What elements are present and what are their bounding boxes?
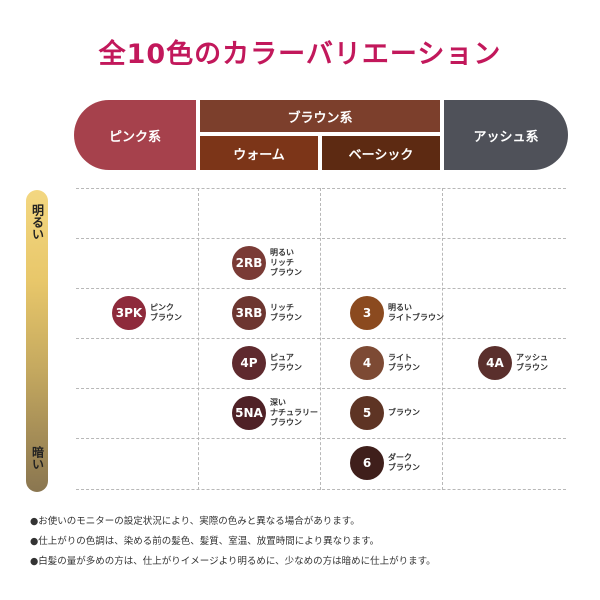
shade-description-line: リッチ xyxy=(270,258,294,267)
shade-description-line: ライト xyxy=(388,353,412,362)
shade-6: 6 ダーク ブラウン xyxy=(350,446,420,480)
shade-description: ダーク ブラウン xyxy=(388,453,420,473)
grid-line xyxy=(76,338,566,339)
note-3: ●白髪の量が多めの方は、仕上がりイメージより明るめに、少なめの方は暗めに仕上がり… xyxy=(30,556,436,567)
shade-description: リッチ ブラウン xyxy=(270,303,302,323)
shade-description-line: ダーク xyxy=(388,453,412,462)
shade-description: ブラウン xyxy=(388,408,420,418)
scale-dark-text: 暗い xyxy=(30,446,45,470)
shade-swatch: 2RB xyxy=(232,246,266,280)
shade-swatch: 3RB xyxy=(232,296,266,330)
shade-3rb: 3RB リッチ ブラウン xyxy=(232,296,302,330)
shade-description: 明るい ライトブラウン xyxy=(388,303,444,323)
grid-line xyxy=(76,188,566,189)
shade-description-line: 明るい xyxy=(388,303,412,312)
shade-swatch: 3PK xyxy=(112,296,146,330)
shade-4a: 4A アッシュ ブラウン xyxy=(478,346,548,380)
shade-5na: 5NA 深い ナチュラリー ブラウン xyxy=(232,396,318,430)
shade-description-line: ブラウン xyxy=(388,408,420,417)
shade-description-line: ブラウン xyxy=(270,268,302,277)
grid-line xyxy=(320,188,321,490)
shade-description-line: ライトブラウン xyxy=(388,313,444,322)
shade-description-line: 明るい xyxy=(270,248,294,257)
grid-line xyxy=(76,238,566,239)
notes: ●お使いのモニターの設定状況により、実際の色みと異なる場合があります。 ●仕上が… xyxy=(30,512,580,572)
shade-3: 3 明るい ライトブラウン xyxy=(350,296,444,330)
shade-description-line: リッチ xyxy=(270,303,294,312)
shade-swatch: 5 xyxy=(350,396,384,430)
grid-line xyxy=(76,388,566,389)
shade-description: ライト ブラウン xyxy=(388,353,420,373)
shade-description-line: ブラウン xyxy=(388,463,420,472)
shade-description-line: ピュア xyxy=(270,353,294,362)
grid-line xyxy=(198,188,199,490)
grid-line xyxy=(442,188,443,490)
header-ash: アッシュ系 xyxy=(444,100,568,170)
shade-description: アッシュ ブラウン xyxy=(516,353,548,373)
shade-5: 5 ブラウン xyxy=(350,396,420,430)
shade-swatch: 5NA xyxy=(232,396,266,430)
shade-4: 4 ライト ブラウン xyxy=(350,346,420,380)
shade-description-line: ブラウン xyxy=(388,363,420,372)
scale-light-text: 明るい xyxy=(30,204,45,240)
shade-description-line: ピンク xyxy=(150,303,174,312)
page-title: 全10色のカラーバリエーション xyxy=(98,39,502,70)
shade-3pk: 3PK ピンク ブラウン xyxy=(112,296,182,330)
shade-swatch: 3 xyxy=(350,296,384,330)
shade-description: ピンク ブラウン xyxy=(150,303,182,323)
shade-description: ピュア ブラウン xyxy=(270,353,302,373)
note-2: ●仕上がりの色調は、染める前の髪色、髪質、室温、放置時間により異なります。 xyxy=(30,536,380,547)
shade-description-line: ブラウン xyxy=(270,418,302,427)
scale-light-label: 明るい xyxy=(26,204,48,243)
shade-4p: 4P ピュア ブラウン xyxy=(232,346,302,380)
shade-2rb: 2RB 明るい リッチ ブラウン xyxy=(232,246,302,280)
header-warm: ウォーム xyxy=(200,136,318,170)
shade-description-line: ブラウン xyxy=(516,363,548,372)
header-basic: ベーシック xyxy=(322,136,440,170)
shade-description-line: ブラウン xyxy=(150,313,182,322)
grid-line xyxy=(76,489,566,490)
header-brown: ブラウン系 xyxy=(200,100,440,132)
grid-line xyxy=(76,288,566,289)
shade-description-line: 深い xyxy=(270,398,286,407)
shade-grid xyxy=(76,188,566,490)
brightness-scale: 明るい 暗い xyxy=(26,190,48,492)
note-1: ●お使いのモニターの設定状況により、実際の色みと異なる場合があります。 xyxy=(30,516,360,527)
shade-swatch: 4A xyxy=(478,346,512,380)
shade-swatch: 4P xyxy=(232,346,266,380)
shade-description-line: ブラウン xyxy=(270,363,302,372)
shade-swatch: 6 xyxy=(350,446,384,480)
shade-description: 明るい リッチ ブラウン xyxy=(270,248,302,278)
header-pink: ピンク系 xyxy=(74,100,196,170)
shade-description: 深い ナチュラリー ブラウン xyxy=(270,398,318,428)
shade-description-line: アッシュ xyxy=(516,353,548,362)
shade-swatch: 4 xyxy=(350,346,384,380)
scale-dark-label: 暗い xyxy=(26,446,48,473)
grid-line xyxy=(76,438,566,439)
shade-description-line: ナチュラリー xyxy=(270,408,318,417)
shade-description-line: ブラウン xyxy=(270,313,302,322)
